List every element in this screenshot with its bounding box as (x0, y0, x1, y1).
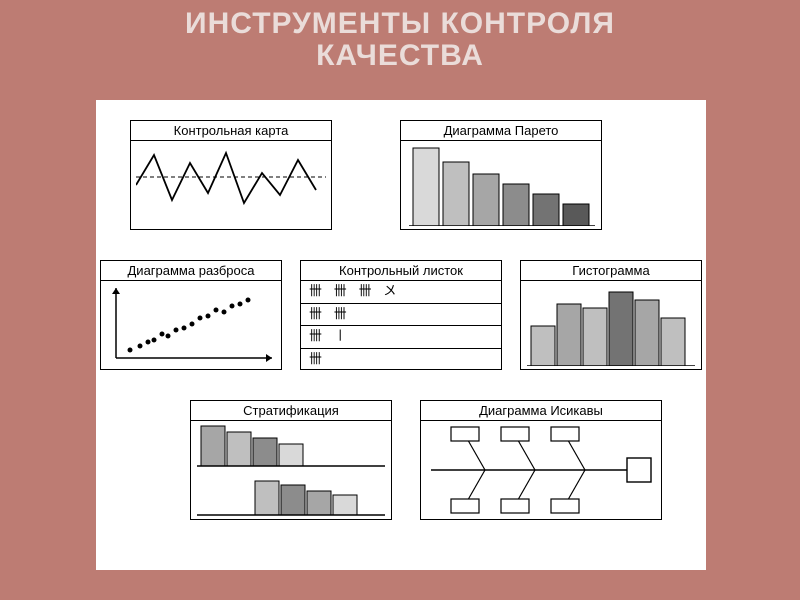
panel-ishikawa: Диаграмма Исикавы (420, 400, 662, 520)
panel-histogram: Гистограмма (520, 260, 702, 370)
panel-label: Диаграмма разброса (101, 261, 281, 281)
title-line-2: КАЧЕСТВА (316, 39, 484, 72)
page-title: ИНСТРУМЕНТЫ КОНТРОЛЯ КАЧЕСТВА (0, 8, 800, 71)
panel-pareto: Диаграмма Парето (400, 120, 602, 230)
panel-checksheet: Контрольный листок卌 卌 卌 〤卌 卌卌 〡卌 (300, 260, 502, 370)
tally-row: 卌 卌 卌 〤 (301, 281, 501, 303)
white-canvas: Контрольная карта Диаграмма Парето Диаграм… (96, 100, 706, 570)
panel-label: Контрольный листок (301, 261, 501, 281)
slide: ИНСТРУМЕНТЫ КОНТРОЛЯ КАЧЕСТВА Контрольна… (0, 0, 800, 600)
tally-row: 卌 卌 (301, 303, 501, 326)
panel-scatter: Диаграмма разброса (100, 260, 282, 370)
title-line-1: ИНСТРУМЕНТЫ КОНТРОЛЯ (185, 7, 615, 40)
tally-row: 卌 (301, 348, 501, 371)
panel-label: Контрольная карта (131, 121, 331, 141)
panel-body (521, 281, 701, 369)
panel-body (421, 421, 661, 519)
panel-body (131, 141, 331, 229)
panel-label: Диаграмма Парето (401, 121, 601, 141)
panel-control-chart: Контрольная карта (130, 120, 332, 230)
panel-body (401, 141, 601, 229)
panel-label: Диаграмма Исикавы (421, 401, 661, 421)
panel-label: Гистограмма (521, 261, 701, 281)
panel-body (191, 421, 391, 519)
tally-row: 卌 〡 (301, 325, 501, 348)
panel-stratification: Стратификация (190, 400, 392, 520)
panel-body (101, 281, 281, 369)
panel-label: Стратификация (191, 401, 391, 421)
panel-body: 卌 卌 卌 〤卌 卌卌 〡卌 (301, 281, 501, 369)
